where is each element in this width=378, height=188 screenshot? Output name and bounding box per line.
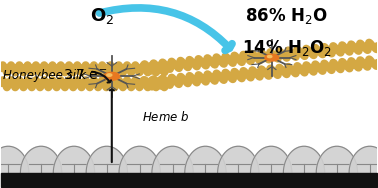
Polygon shape — [0, 146, 29, 173]
Polygon shape — [349, 146, 378, 173]
Polygon shape — [284, 146, 325, 173]
Polygon shape — [119, 146, 160, 173]
Text: Honeybee silk: Honeybee silk — [3, 69, 85, 82]
Polygon shape — [20, 146, 62, 173]
Polygon shape — [53, 146, 94, 173]
Text: 86% H$_2$O: 86% H$_2$O — [245, 6, 328, 26]
Circle shape — [268, 55, 272, 58]
Text: 14% H$_2$O$_2$: 14% H$_2$O$_2$ — [242, 38, 332, 58]
Polygon shape — [86, 146, 127, 173]
Text: Heme $b$: Heme $b$ — [142, 110, 189, 124]
Text: O$_2$: O$_2$ — [90, 6, 115, 26]
Polygon shape — [218, 146, 259, 173]
Polygon shape — [185, 146, 226, 173]
Bar — [1, 173, 377, 187]
Polygon shape — [316, 146, 358, 173]
Text: 3.7 e$^-$: 3.7 e$^-$ — [63, 68, 108, 82]
Polygon shape — [251, 146, 292, 173]
Circle shape — [265, 54, 279, 61]
Polygon shape — [152, 146, 193, 173]
Circle shape — [107, 74, 112, 76]
Circle shape — [104, 72, 120, 80]
